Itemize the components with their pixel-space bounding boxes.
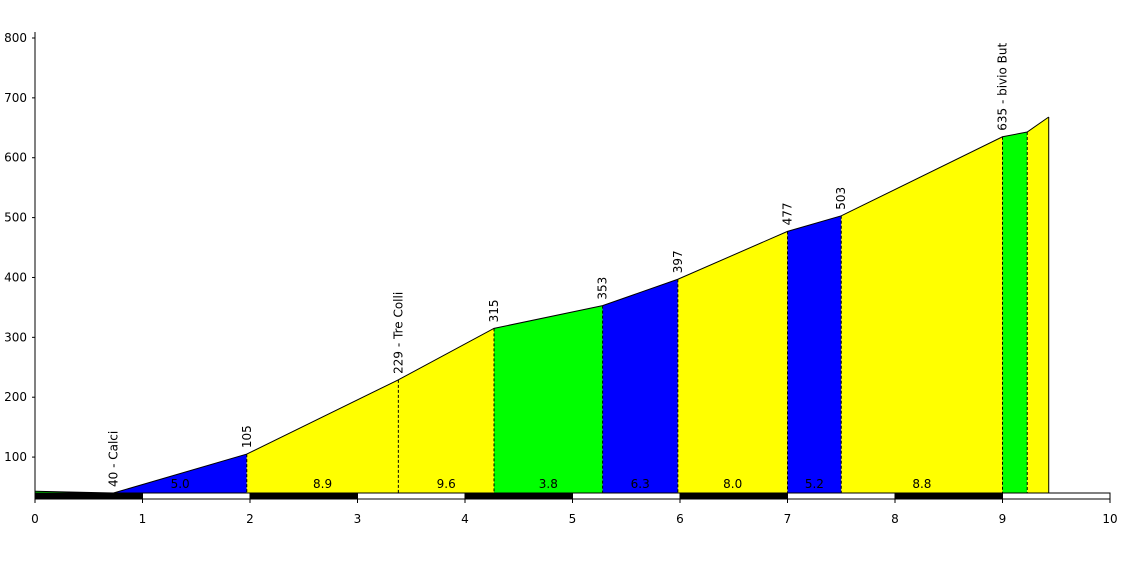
point-label: 353: [596, 277, 610, 300]
grade-label: 5.0: [171, 477, 190, 491]
x-tick-label: 5: [569, 512, 577, 526]
km-strip: [679, 492, 788, 500]
km-strip: [1002, 492, 1111, 500]
point-label: 105: [240, 425, 254, 448]
profile-segment: [787, 215, 842, 493]
grade-label: 8.9: [313, 477, 332, 491]
x-tick-label: 10: [1102, 512, 1117, 526]
x-tick-label: 4: [461, 512, 469, 526]
grade-label: 9.6: [437, 477, 456, 491]
grade-label: 3.8: [539, 477, 558, 491]
point-label: 315: [487, 299, 501, 322]
x-tick-label: 6: [676, 512, 684, 526]
point-label: 229 - Tre Colli: [391, 292, 405, 374]
y-tick-label: 800: [4, 31, 27, 45]
x-tick-label: 9: [999, 512, 1007, 526]
y-tick-label: 100: [4, 450, 27, 464]
y-tick-label: 700: [4, 91, 27, 105]
km-strip: [357, 492, 466, 500]
profile-segment: [494, 305, 603, 493]
x-tick-label: 7: [784, 512, 792, 526]
grade-label: 6.3: [631, 477, 650, 491]
point-label: 635 - bivio But: [996, 43, 1010, 131]
x-tick-label: 1: [139, 512, 147, 526]
y-tick-label: 200: [4, 390, 27, 404]
profile-segment: [1002, 131, 1028, 493]
x-tick-label: 3: [354, 512, 362, 526]
x-tick-label: 2: [246, 512, 254, 526]
profile-segment: [1027, 117, 1049, 493]
grade-label: 8.0: [723, 477, 742, 491]
profile-segment: [841, 136, 1003, 494]
y-tick-label: 600: [4, 151, 27, 165]
profile-segment: [677, 231, 788, 493]
km-strip: [894, 492, 1003, 500]
x-tick-label: 0: [31, 512, 39, 526]
point-label: 477: [781, 202, 795, 225]
profile-segment: [246, 379, 399, 493]
x-tick-label: 8: [891, 512, 899, 526]
y-tick-label: 400: [4, 270, 27, 284]
profile-segment: [602, 279, 678, 493]
km-strip: [34, 492, 143, 500]
grade-label: 8.8: [912, 477, 931, 491]
y-tick-label: 300: [4, 330, 27, 344]
km-strip: [464, 492, 573, 500]
profile-segment: [398, 328, 495, 493]
km-strip: [142, 492, 251, 500]
km-strip: [572, 492, 681, 500]
point-label: 397: [671, 250, 685, 273]
point-label: 40 - Calci: [106, 431, 120, 487]
profile-line: [34, 116, 1050, 494]
km-strip: [249, 492, 358, 500]
point-label: 503: [834, 187, 848, 210]
y-tick-label: 500: [4, 211, 27, 225]
grade-label: 5.2: [805, 477, 824, 491]
km-strip: [787, 492, 896, 500]
